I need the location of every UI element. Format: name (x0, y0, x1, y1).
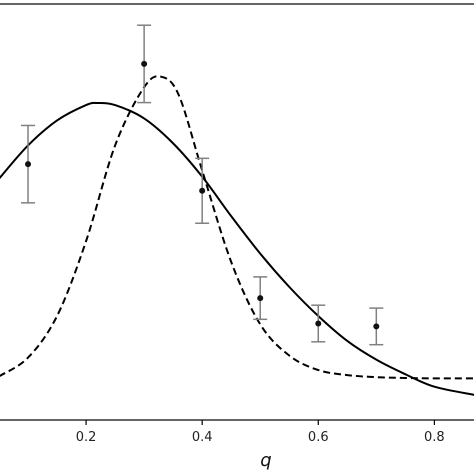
data-point (199, 187, 206, 194)
x-axis-label: q (260, 450, 271, 471)
data-point (25, 161, 32, 168)
data-point (257, 295, 264, 302)
data-point (373, 323, 380, 330)
x-tick-label: 0.8 (424, 430, 445, 445)
x-tick-label: 0.2 (76, 430, 97, 445)
x-tick-label: 0.4 (192, 430, 213, 445)
plot-frame (0, 3, 474, 421)
data-point (141, 60, 148, 67)
dashed-curve (0, 75, 474, 380)
x-tick-label: 0.6 (308, 430, 329, 445)
data-point (315, 320, 322, 327)
solid-curve (0, 101, 474, 396)
